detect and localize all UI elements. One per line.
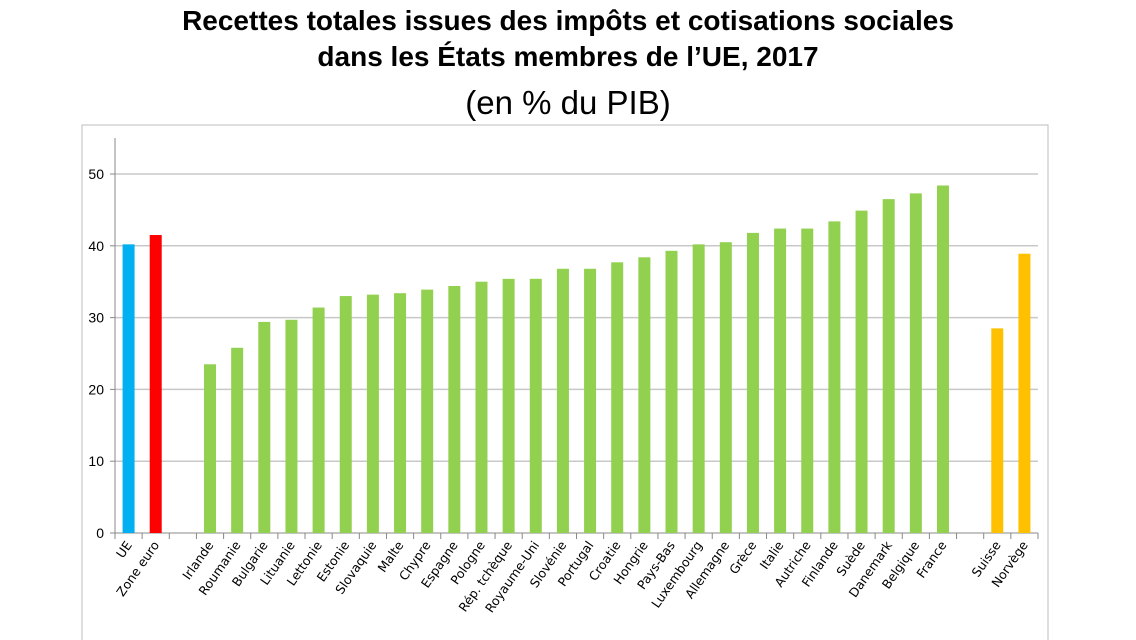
bar-chypre <box>421 289 434 533</box>
plot-frame <box>81 124 1049 640</box>
bar-suisse <box>991 328 1004 533</box>
bar-croatie <box>611 262 624 533</box>
bar-estonie <box>339 296 352 533</box>
y-tick-label: 50 <box>88 166 104 182</box>
x-tick-label: Grèce <box>726 538 760 577</box>
chart-title-line1: Recettes totales issues des impôts et co… <box>182 5 954 36</box>
bar-irlande <box>204 364 217 533</box>
bar-portugal <box>584 268 597 533</box>
bar-bulgarie <box>258 321 271 533</box>
bar-belgique <box>909 193 922 534</box>
bar-roumanie <box>231 347 244 533</box>
bar-rép-tchèque <box>502 278 515 533</box>
bar-malte <box>394 293 407 533</box>
y-tick-label: 0 <box>96 525 104 541</box>
bar-luxembourg <box>692 244 705 533</box>
bar-lettonie <box>312 307 325 533</box>
bar-pays-bas <box>665 250 678 534</box>
bar-grèce <box>746 232 759 533</box>
bar-suède <box>855 210 868 534</box>
x-tick-label: UE <box>113 538 135 561</box>
bar-slovénie <box>556 268 569 533</box>
bar-italie <box>774 228 787 533</box>
bar-norvège <box>1018 253 1031 533</box>
y-tick-label: 30 <box>88 310 104 326</box>
bar-autriche <box>801 228 814 533</box>
bar-allemagne <box>719 242 732 533</box>
bar-slovaquie <box>366 294 379 533</box>
y-tick-label: 40 <box>88 238 104 254</box>
bar-pologne <box>475 281 488 533</box>
bar-espagne <box>448 286 461 533</box>
bar-ue <box>122 244 135 533</box>
chart-subtitle: (en % du PIB) <box>465 84 671 121</box>
bar-france <box>936 185 949 533</box>
bar-zone-euro <box>149 235 162 533</box>
chart-title-line2: dans les États membres de l’UE, 2017 <box>317 41 819 72</box>
y-tick-label: 10 <box>88 453 104 469</box>
bar-lituanie <box>285 319 298 533</box>
bar-finlande <box>828 221 841 533</box>
y-tick-label: 20 <box>88 381 104 397</box>
bar-royaume-uni <box>529 278 542 533</box>
bar-hongrie <box>638 257 651 533</box>
bar-danemark <box>882 199 895 533</box>
